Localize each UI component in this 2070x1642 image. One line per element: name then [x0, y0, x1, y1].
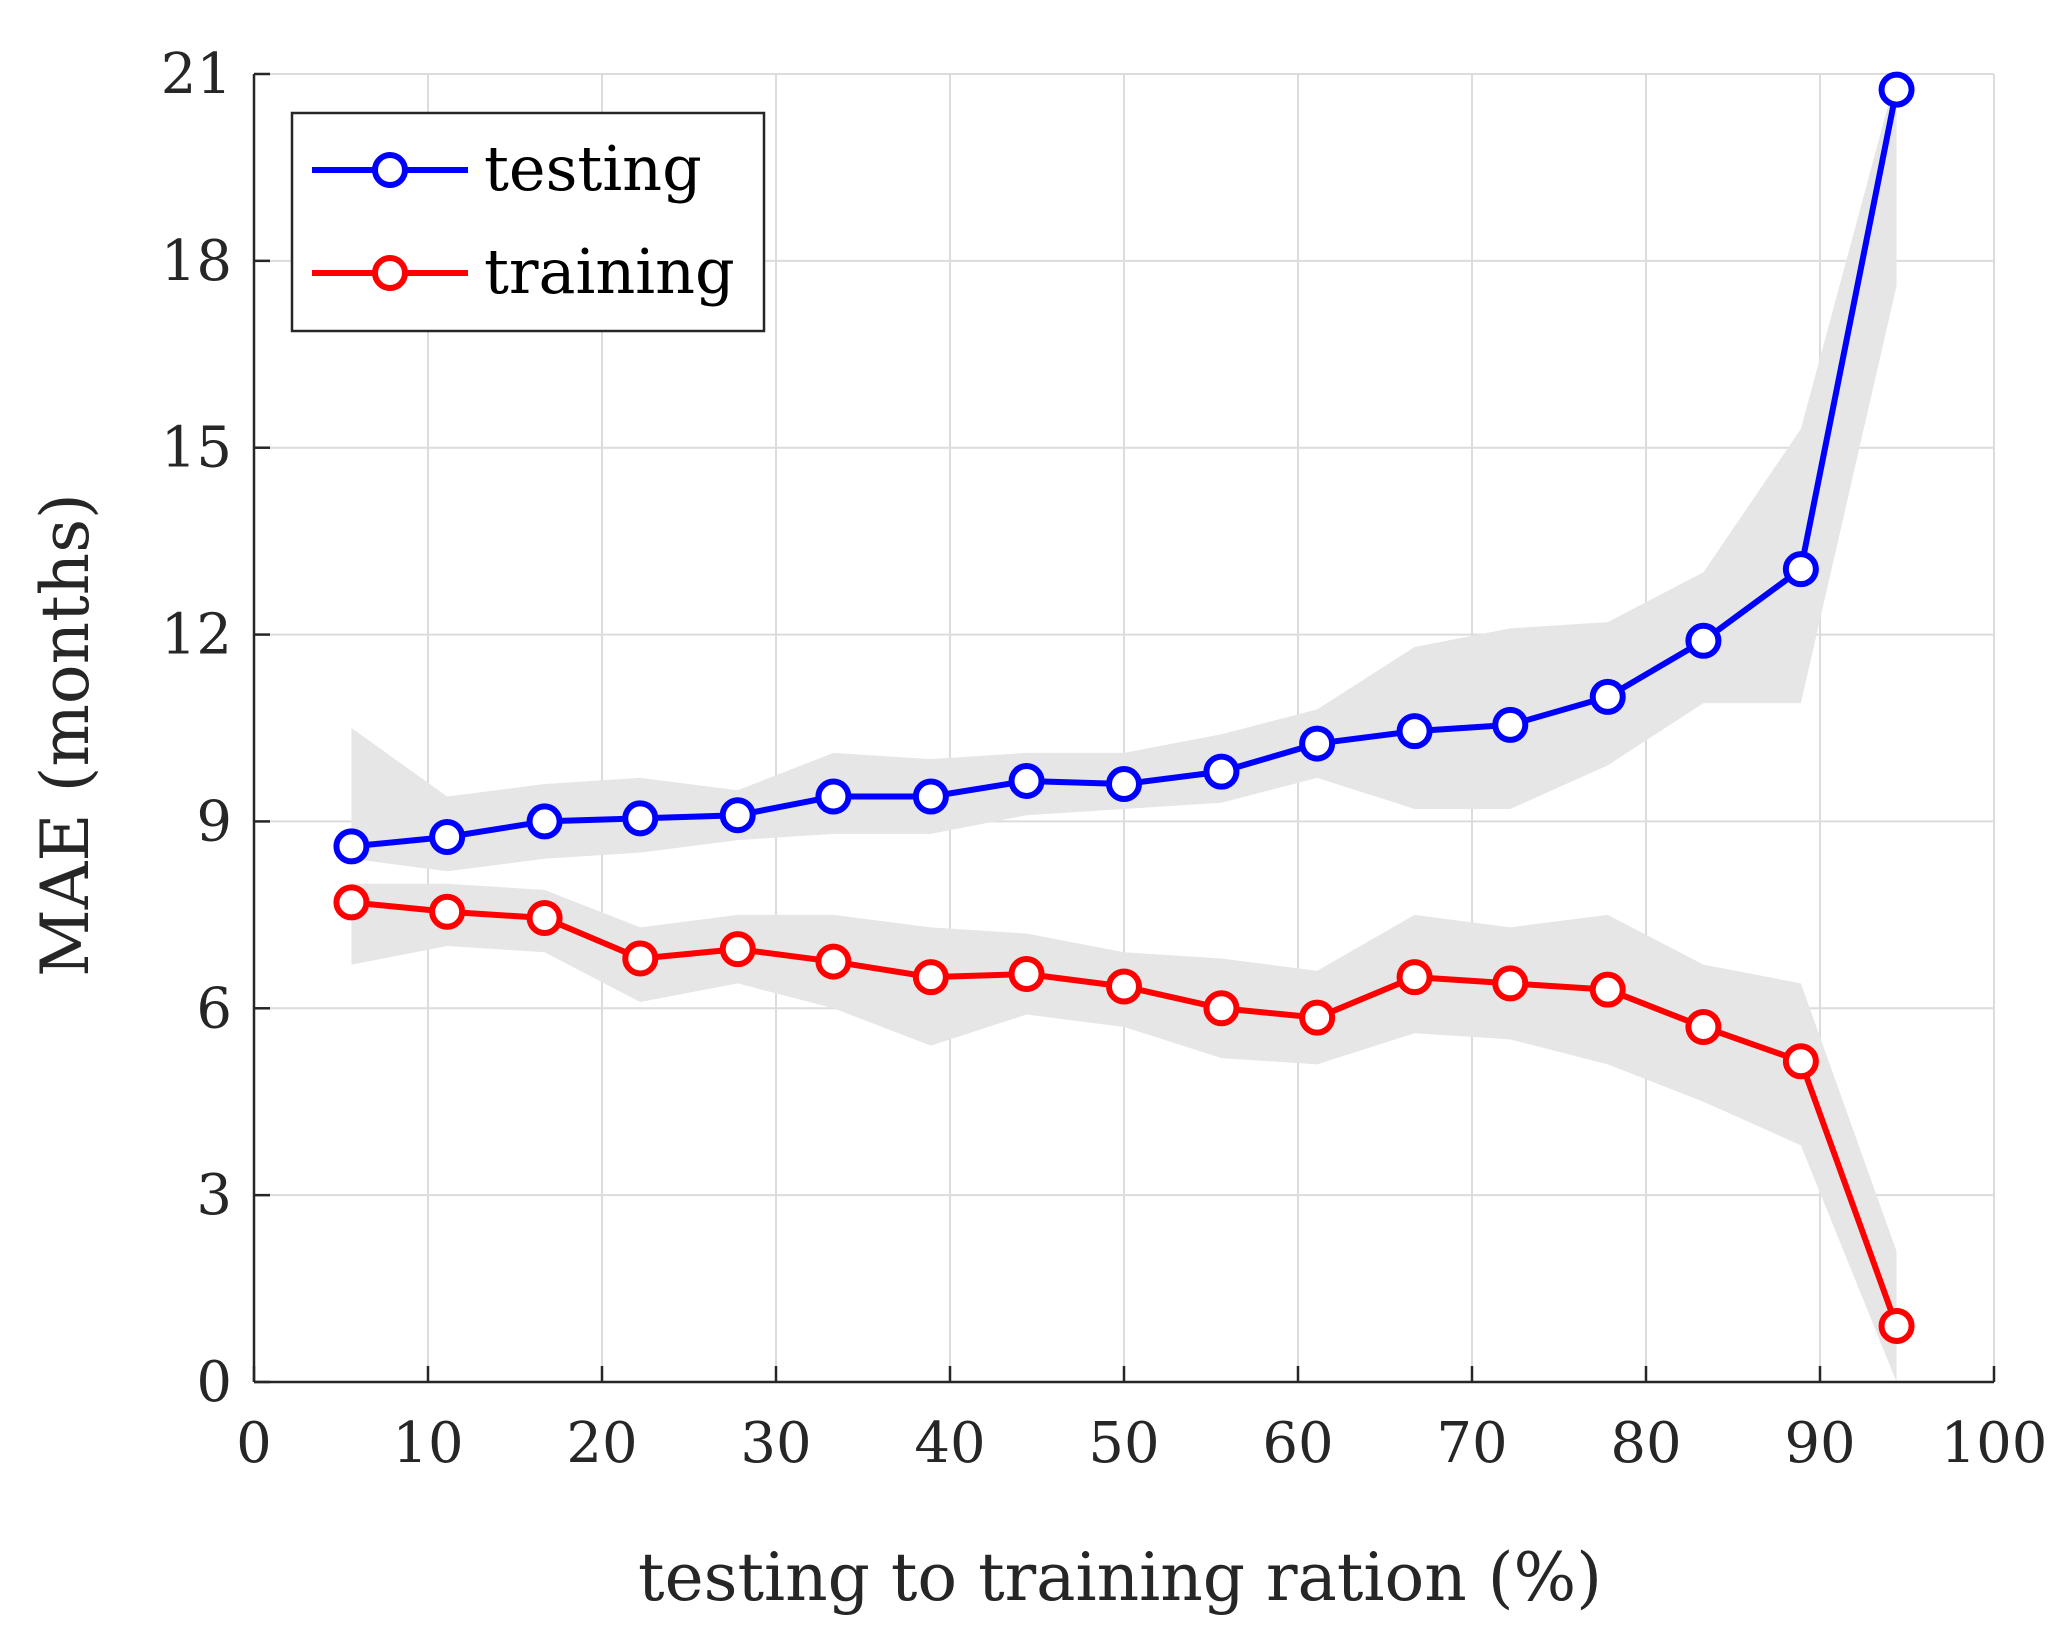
- training-point: [1589, 971, 1626, 1008]
- testing-point: [526, 803, 563, 840]
- testing-point: [912, 778, 949, 815]
- x-tick-label: 10: [392, 1411, 463, 1476]
- training-point: [1685, 1008, 1722, 1045]
- x-axis-title: testing to training ration (%): [638, 1539, 1602, 1616]
- error-bands: [351, 74, 1897, 1382]
- testing-point: [1203, 753, 1240, 790]
- x-tick-label: 0: [236, 1411, 272, 1476]
- x-tick-label: 100: [1941, 1411, 2048, 1476]
- x-tick-label: 60: [1262, 1411, 1333, 1476]
- training-point: [1106, 968, 1142, 1005]
- training-point: [1782, 1043, 1819, 1080]
- y-tick-label: 6: [196, 976, 232, 1041]
- x-tick-label: 90: [1784, 1411, 1855, 1476]
- y-tick-label: 9: [196, 789, 232, 854]
- series-markers: [333, 71, 1915, 1344]
- y-tick-label: 18: [161, 229, 232, 294]
- training-point: [815, 943, 852, 980]
- legend-box: [290, 111, 766, 333]
- testing-point: [719, 797, 756, 834]
- tick-labels: 0 10 20 30 40 50 60 70 80 90 100 0 3 6 9 12 15 18 21: [161, 42, 2048, 1476]
- x-tick-label: 20: [566, 1411, 637, 1476]
- training-point: [1008, 956, 1045, 993]
- y-tick-label: 15: [161, 416, 232, 481]
- legend-training-marker: [372, 255, 408, 291]
- testing-point: [333, 828, 370, 865]
- testing-point: [429, 819, 466, 855]
- training-point: [333, 884, 370, 921]
- training-point: [719, 931, 756, 968]
- legend-training-label: training: [484, 235, 735, 308]
- y-tick-label: 12: [161, 603, 232, 668]
- legend: testing training: [290, 111, 766, 333]
- testing-error-band: [351, 74, 1897, 872]
- training-point: [526, 899, 563, 936]
- testing-point: [1008, 762, 1045, 799]
- y-axis-title: MAE (months): [27, 493, 104, 977]
- y-tick-label: 3: [196, 1163, 232, 1228]
- training-point: [1396, 959, 1433, 996]
- y-tick-label: 0: [196, 1350, 232, 1415]
- testing-point: [1589, 678, 1626, 715]
- x-tick-label: 50: [1088, 1411, 1159, 1476]
- training-point: [429, 893, 466, 930]
- training-point: [912, 959, 949, 996]
- training-point: [1203, 990, 1240, 1027]
- training-point: [622, 940, 659, 977]
- training-point: [1299, 999, 1336, 1036]
- testing-point: [622, 800, 659, 837]
- x-tick-label: 80: [1610, 1411, 1681, 1476]
- training-error-band: [351, 883, 1897, 1382]
- training-point: [1492, 965, 1529, 1002]
- testing-point: [1299, 725, 1336, 762]
- testing-point: [1685, 622, 1722, 659]
- x-tick-label: 70: [1436, 1411, 1507, 1476]
- testing-point: [1396, 713, 1433, 750]
- testing-point: [1492, 706, 1529, 743]
- x-tick-label: 40: [914, 1411, 985, 1476]
- legend-testing-label: testing: [484, 132, 702, 205]
- legend-testing-marker: [372, 152, 408, 188]
- x-tick-label: 30: [740, 1411, 811, 1476]
- axes: [252, 72, 1996, 1384]
- training-point: [1878, 1307, 1915, 1344]
- y-tick-label: 21: [161, 42, 232, 107]
- testing-point: [815, 778, 852, 815]
- testing-point: [1106, 766, 1142, 803]
- testing-point: [1878, 71, 1915, 108]
- testing-point: [1782, 551, 1819, 588]
